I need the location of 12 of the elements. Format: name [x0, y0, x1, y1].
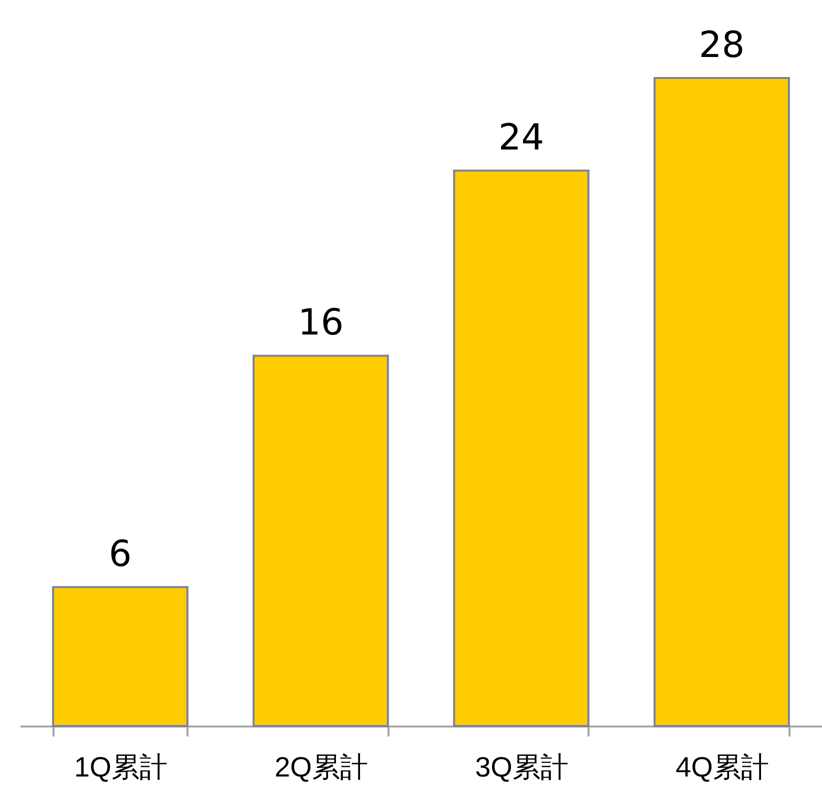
- data-label: 16: [298, 302, 344, 344]
- x-tick-label: 2Q累計: [274, 752, 368, 782]
- bar: [654, 77, 790, 727]
- bar: [252, 354, 389, 727]
- data-label: 6: [108, 534, 132, 576]
- x-tick-label: 4Q累計: [676, 752, 769, 782]
- bar: [52, 586, 188, 727]
- bar: [453, 170, 590, 727]
- data-label: 28: [698, 25, 745, 66]
- data-label: 24: [498, 118, 544, 159]
- x-tick-label: 1Q累計: [74, 752, 168, 782]
- x-tick-label: 3Q累計: [475, 752, 568, 782]
